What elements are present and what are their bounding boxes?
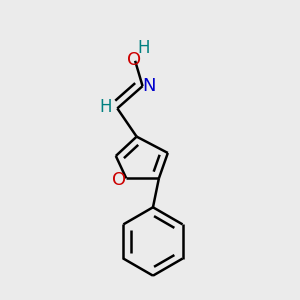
Text: H: H bbox=[100, 98, 112, 116]
Text: O: O bbox=[112, 171, 126, 189]
Text: H: H bbox=[137, 39, 150, 57]
Text: N: N bbox=[142, 77, 156, 95]
Text: O: O bbox=[127, 51, 141, 69]
